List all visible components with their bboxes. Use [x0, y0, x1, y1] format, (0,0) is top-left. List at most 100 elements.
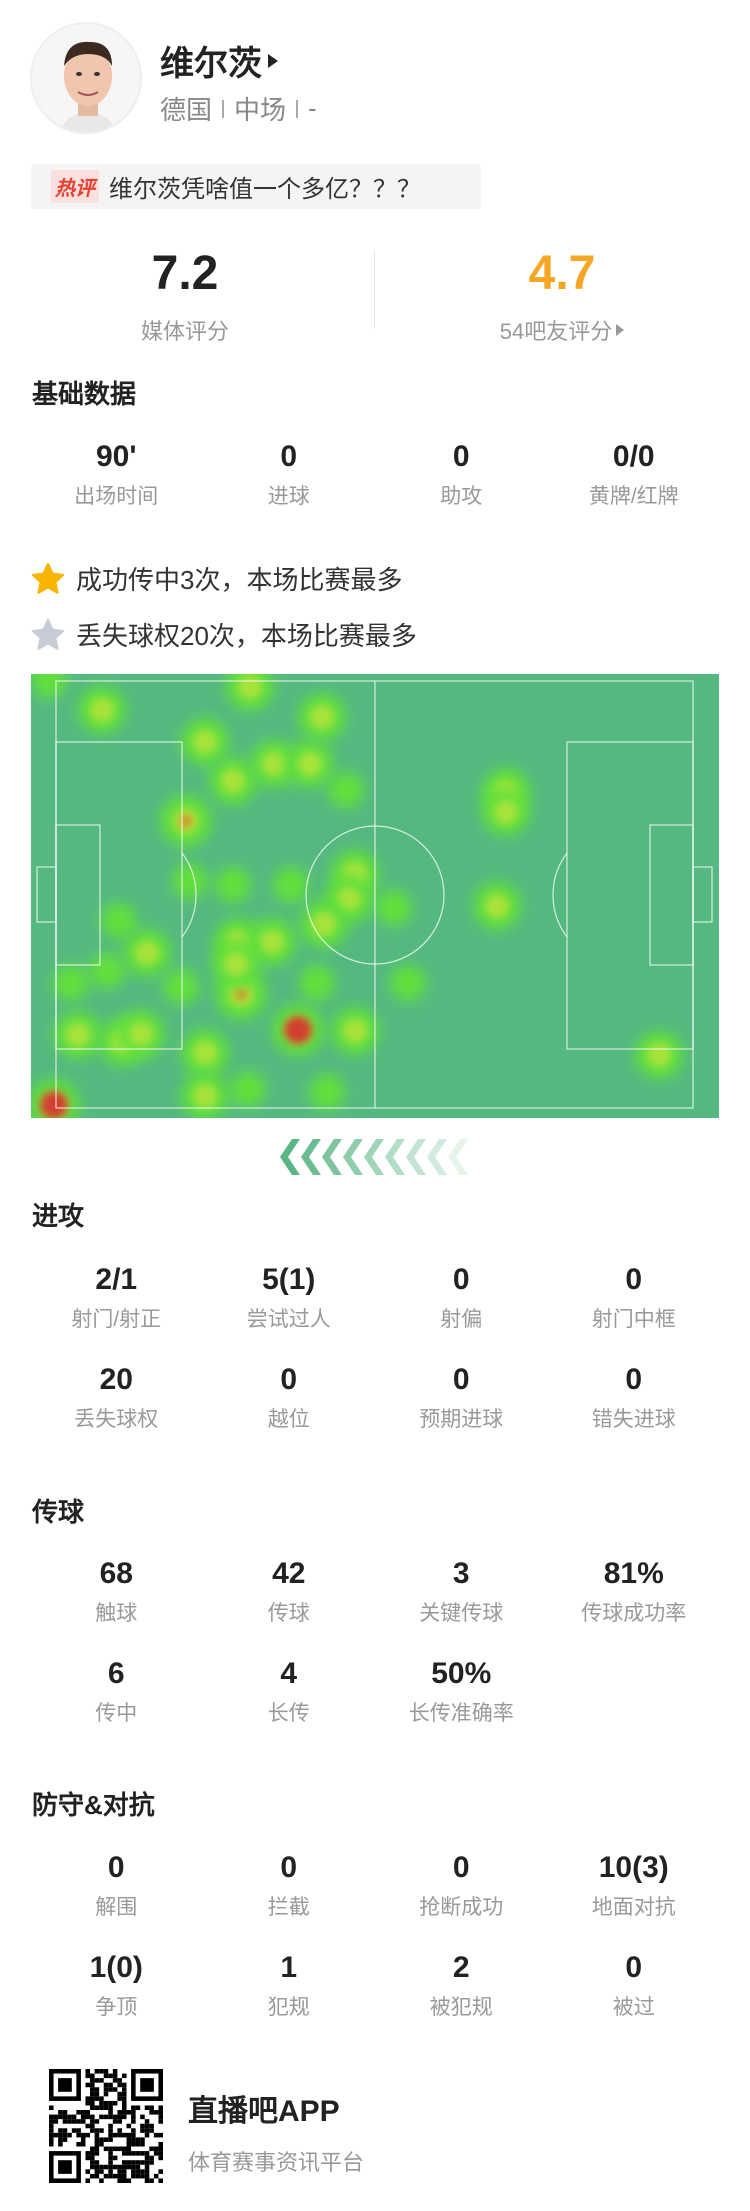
stat-value: 20 [99, 1363, 133, 1396]
stat-cell: 0 拦截 [203, 1851, 376, 1923]
player-name: 维尔茨 [160, 45, 262, 83]
stat-label: 出场时间 [74, 485, 159, 508]
section-title-basic: 基础数据 [32, 379, 137, 409]
app-name: 直播吧APP [188, 2095, 340, 2128]
heat-spot [215, 867, 251, 903]
attack-direction-arrows [280, 1139, 468, 1175]
stat-label: 争顶 [95, 1996, 138, 2019]
fan-rating[interactable]: 4.7 54吧友评分 [432, 250, 692, 346]
stat-label: 解围 [95, 1896, 138, 1919]
stat-value: 0 [452, 440, 470, 473]
qr-code[interactable] [47, 2069, 165, 2183]
stat-cell: 0/0 黄牌/红牌 [548, 440, 721, 512]
basic-stats-grid: 90' 出场时间 0 进球 0 助攻 0/0 黄牌/红牌 [30, 440, 720, 512]
stat-value: 1 [280, 1951, 298, 1984]
stat-cell: 0 越位 [203, 1363, 376, 1435]
stat-cell: 68 触球 [30, 1557, 203, 1629]
stat-value: 42 [272, 1557, 306, 1590]
stat-value: 68 [99, 1557, 133, 1590]
stat-label: 关键传球 [419, 1602, 504, 1625]
stat-label: 长传准确率 [408, 1702, 514, 1725]
player-photo [32, 24, 140, 132]
heatmap-pitch [31, 674, 719, 1118]
stat-value: 0 [280, 440, 298, 473]
stat-value: 0 [625, 1951, 643, 1984]
stat-value: 0 [280, 1851, 298, 1884]
stat-label: 助攻 [440, 485, 483, 508]
stat-value: 0 [452, 1263, 470, 1296]
heat-spot-core [260, 930, 284, 954]
heat-spot-core [129, 1022, 153, 1046]
stat-value: 5(1) [262, 1263, 316, 1296]
stat-cell: 10(3) 地面对抗 [548, 1851, 721, 1923]
section-title-passing: 传球 [32, 1497, 85, 1527]
stat-value: 0 [280, 1363, 298, 1396]
heat-spot-core [343, 1019, 367, 1043]
stat-cell: 0 预期进球 [375, 1363, 548, 1435]
stat-value: 0 [107, 1851, 125, 1884]
stat-label: 越位 [267, 1408, 310, 1431]
heat-spot-core [310, 705, 334, 729]
heat-spot-core [193, 1041, 217, 1065]
stat-value: 0 [452, 1851, 470, 1884]
stat-label: 被过 [612, 1996, 655, 2019]
player-avatar[interactable] [30, 22, 142, 134]
stat-label: 地面对抗 [591, 1896, 676, 1919]
chevron-left-icon [301, 1139, 321, 1175]
app-tagline: 体育赛事资讯平台 [188, 2150, 365, 2175]
heat-spot [309, 1074, 345, 1110]
heat-spot-core [221, 769, 245, 793]
stat-value: 81% [603, 1557, 664, 1590]
heat-spot [273, 867, 309, 903]
stat-label: 黄牌/红牌 [588, 485, 679, 508]
chevron-left-icon [280, 1139, 300, 1175]
passing-stats-grid: 68 触球 42 传球 3 关键传球 81% 传球成功率 6 传中 4 长传 50% 长传准确率 [30, 1557, 720, 1729]
stat-cell: 0 错失进球 [548, 1363, 721, 1435]
player-name-link[interactable]: 维尔茨 [160, 36, 278, 85]
highlight-text: 成功传中3次，本场比赛最多 [76, 565, 403, 595]
highlight-item: 成功传中3次，本场比赛最多 [30, 560, 402, 597]
stat-cell: 0 进球 [203, 440, 376, 512]
heat-spot [89, 953, 125, 989]
heat-spot-core [312, 912, 336, 936]
heat-spot-core [485, 894, 509, 918]
media-rating: 7.2 媒体评分 [55, 250, 315, 346]
hot-comment-tag: 热评 [51, 170, 99, 203]
attack-stats-grid: 2/1 射门/射正 5(1) 尝试过人 0 射偏 0 射门中框 20 丢失球权 0 越位 0 预期进球 0 错… [30, 1263, 720, 1435]
chevron-left-icon [322, 1139, 342, 1175]
stat-value: 50% [431, 1657, 492, 1690]
stat-value: 2/1 [95, 1263, 138, 1296]
chevron-left-icon [427, 1139, 447, 1175]
stat-cell: 1 犯规 [203, 1951, 376, 2023]
stat-label: 传球成功率 [581, 1602, 687, 1625]
stat-value: 2 [452, 1951, 470, 1984]
heat-spot [328, 772, 364, 808]
country: 德国 [160, 95, 213, 125]
pitch-lines [36, 680, 713, 1109]
stat-cell: 42 传球 [203, 1557, 376, 1629]
stat-label: 射门/射正 [71, 1308, 162, 1331]
stat-label: 预期进球 [419, 1408, 504, 1431]
heat-spot-hot [40, 1091, 68, 1118]
heat-spot-core [66, 1023, 90, 1047]
stat-cell: 2 被犯规 [375, 1951, 548, 2023]
stat-label: 被犯规 [429, 1996, 493, 2019]
stat-cell: 4 长传 [203, 1657, 376, 1729]
hot-comment[interactable]: 热评 维尔茨凭啥值一个多亿？？？ [31, 164, 481, 209]
stat-cell: 0 助攻 [375, 440, 548, 512]
heat-spot-core [193, 1084, 217, 1108]
stat-cell: 3 关键传球 [375, 1557, 548, 1629]
separator [222, 99, 225, 118]
stat-cell: 90' 出场时间 [30, 440, 203, 512]
divider [374, 251, 375, 329]
gold-star-icon [31, 562, 65, 594]
heat-spot-core [90, 698, 114, 722]
heat-spot [31, 674, 67, 698]
heat-spot [390, 965, 426, 1001]
highlight-item: 丢失球权20次，本场比赛最多 [30, 616, 417, 653]
stat-value: 0/0 [612, 440, 655, 473]
separator [296, 99, 299, 118]
stat-label: 抢断成功 [419, 1896, 504, 1919]
stat-label: 传球 [267, 1602, 310, 1625]
heat-spot-core [238, 675, 262, 699]
